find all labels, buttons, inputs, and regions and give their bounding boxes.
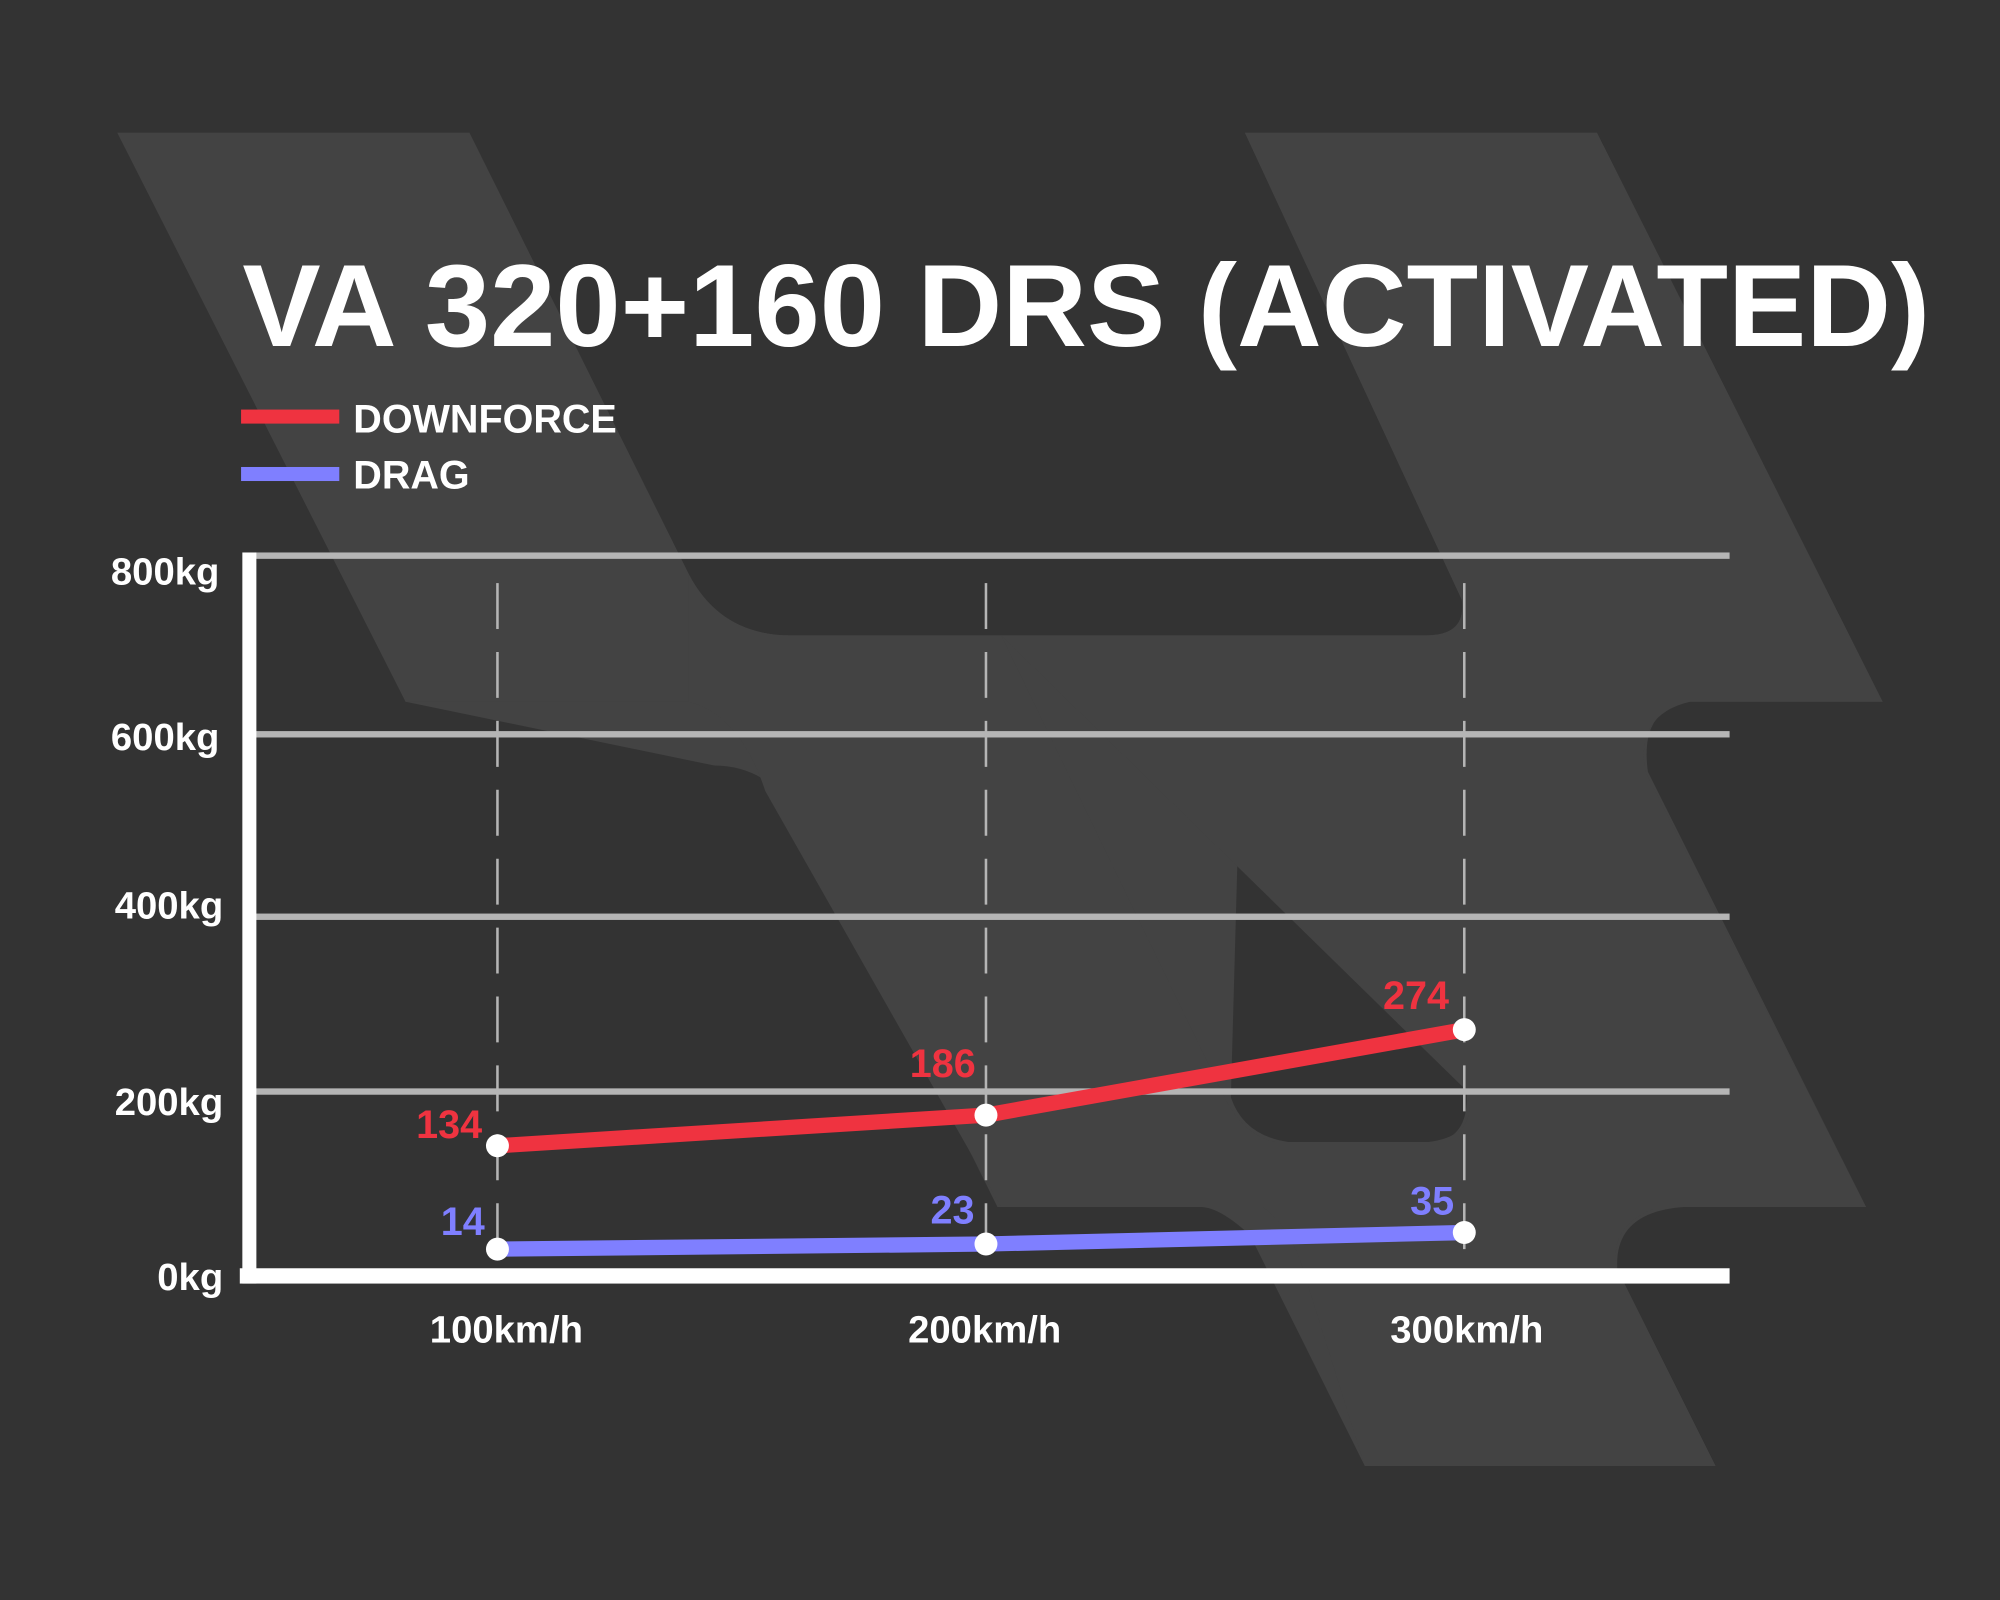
y-tick-labels: 800kg 600kg 400kg 200kg 0kg xyxy=(111,550,223,1299)
legend-label-drag: DRAG xyxy=(353,454,469,498)
gridline-400 xyxy=(255,913,1730,920)
x-tick-300: 300km/h xyxy=(1390,1308,1543,1351)
drag-point-100[interactable] xyxy=(485,1237,509,1261)
background-logo-shapes xyxy=(117,132,1883,1467)
y-tick-400: 400kg xyxy=(115,885,223,928)
y-tick-200: 200kg xyxy=(115,1081,223,1124)
y-tick-0: 0kg xyxy=(157,1256,223,1299)
legend-swatch-downforce xyxy=(241,409,340,424)
downforce-point-200[interactable] xyxy=(974,1103,998,1127)
series-downforce: 134 186 274 xyxy=(416,974,1476,1158)
legend: DOWNFORCE DRAG xyxy=(241,398,617,498)
downforce-point-100[interactable] xyxy=(485,1134,509,1158)
x-axis xyxy=(239,1268,1730,1284)
x-tick-labels: 100km/h 200km/h 300km/h xyxy=(430,1308,1544,1351)
downforce-label-100: 134 xyxy=(416,1103,482,1147)
gridline-200 xyxy=(255,1088,1730,1095)
gridline-600 xyxy=(255,731,1730,738)
x-tick-200: 200km/h xyxy=(908,1308,1061,1351)
drag-point-300[interactable] xyxy=(1452,1221,1476,1245)
y-tick-600: 600kg xyxy=(111,716,219,759)
gridlines xyxy=(255,552,1730,1095)
legend-swatch-drag xyxy=(241,466,340,482)
chart-title: VA 320+160 DRS (ACTIVATED) xyxy=(242,240,1930,371)
downforce-label-300: 274 xyxy=(1383,974,1449,1018)
y-tick-800: 800kg xyxy=(111,550,219,593)
drag-point-200[interactable] xyxy=(974,1232,998,1256)
downforce-label-200: 186 xyxy=(910,1042,976,1086)
downforce-point-300[interactable] xyxy=(1452,1018,1476,1042)
drag-label-100: 14 xyxy=(441,1200,485,1244)
drag-label-200: 23 xyxy=(931,1189,975,1233)
gridline-800 xyxy=(255,552,1730,559)
series-drag: 14 23 35 xyxy=(441,1180,1476,1261)
y-axis xyxy=(242,552,257,1284)
x-tick-100: 100km/h xyxy=(430,1308,583,1351)
drag-label-300: 35 xyxy=(1410,1180,1454,1224)
legend-label-downforce: DOWNFORCE xyxy=(353,398,616,442)
